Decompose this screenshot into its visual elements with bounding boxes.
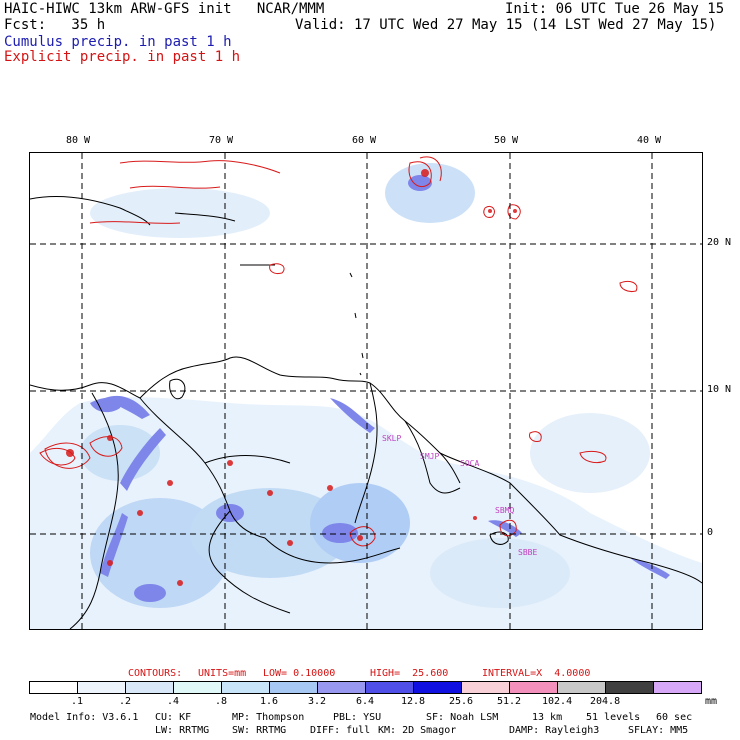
lat-label-10n: 10 N <box>707 384 732 395</box>
lat-label-0: 0 <box>707 527 714 538</box>
lon-label-80w: 80 W <box>66 135 91 146</box>
surface-layer-scheme: SFLAY: MM5 <box>628 725 689 736</box>
station-label: SBBE <box>518 548 537 557</box>
lon-label-60w: 60 W <box>352 135 377 146</box>
legend-swatch <box>29 681 78 694</box>
station-label: SKLP <box>382 434 401 443</box>
legend-tick-label: 25.6 <box>449 696 474 707</box>
microphysics-scheme: MP: Thompson <box>232 712 305 723</box>
explicit-precip-contours <box>39 156 638 547</box>
legend-swatch <box>269 681 318 694</box>
lon-label-70w: 70 W <box>209 135 234 146</box>
forecast-hour: Fcst: 35 h <box>4 17 106 33</box>
legend-tick-label: .8 <box>215 696 228 707</box>
legend-tick-label: 6.4 <box>356 696 375 707</box>
pbl-scheme: PBL: YSU <box>333 712 382 723</box>
contours-label: CONTOURS: <box>128 668 183 679</box>
legend-tick-label: 102.4 <box>542 696 573 707</box>
legend-tick-label: 3.2 <box>308 696 327 707</box>
cumulus-scheme: CU: KF <box>155 712 192 723</box>
map-title: HAIC-HIWC 13km ARW-GFS init NCAR/MMM <box>4 1 325 17</box>
legend-swatch <box>509 681 558 694</box>
longwave-scheme: LW: RRTMG <box>155 725 210 736</box>
station-label: SBMQ <box>495 506 514 515</box>
map-canvas: SKLP SMJP SOCA SBBE SBMQ <box>30 153 702 629</box>
legend-swatch <box>365 681 414 694</box>
init-time: Init: 06 UTC Tue 26 May 15 <box>505 1 725 17</box>
legend-swatch <box>557 681 606 694</box>
legend-swatch <box>221 681 270 694</box>
legend-swatch <box>77 681 126 694</box>
vertical-levels: 51 levels <box>586 712 641 723</box>
grid-resolution: 13 km <box>532 712 563 723</box>
shortwave-scheme: SW: RRTMG <box>232 725 287 736</box>
legend-swatch <box>413 681 462 694</box>
station-label: SMJP <box>420 452 439 461</box>
cumulus-precip-field <box>30 163 702 629</box>
explicit-precip-field <box>66 169 517 586</box>
time-step: 60 sec <box>656 712 693 723</box>
legend-swatch <box>125 681 174 694</box>
km-option: KM: 2D Smagor <box>378 725 457 736</box>
legend-tick-label: 12.8 <box>401 696 426 707</box>
precip-map: SKLP SMJP SOCA SBBE SBMQ <box>29 152 703 630</box>
legend-swatch <box>653 681 702 694</box>
model-info: Model Info: V3.6.1 <box>30 712 139 723</box>
contours-interval: INTERVAL=X 4.0000 <box>482 668 591 679</box>
cumulus-core-field <box>90 175 670 602</box>
legend-swatch <box>317 681 366 694</box>
legend-tick-label: 51.2 <box>497 696 522 707</box>
cumulus-precip-label: Cumulus precip. in past 1 h <box>4 34 232 50</box>
surface-scheme: SF: Noah LSM <box>426 712 499 723</box>
valid-time: Valid: 17 UTC Wed 27 May 15 (14 LST Wed … <box>295 17 717 33</box>
contours-low: LOW= 0.10000 <box>263 668 336 679</box>
lat-label-20n: 20 N <box>707 237 732 248</box>
station-label: SOCA <box>460 459 479 468</box>
legend-tick-label: .4 <box>167 696 180 707</box>
explicit-precip-label: Explicit precip. in past 1 h <box>4 49 241 65</box>
legend-swatch <box>173 681 222 694</box>
contours-units: UNITS=mm <box>198 668 247 679</box>
legend-unit: mm <box>705 696 718 707</box>
legend-tick-label: 1.6 <box>260 696 279 707</box>
lon-label-50w: 50 W <box>494 135 519 146</box>
legend-tick-label: 204.8 <box>590 696 621 707</box>
lon-label-40w: 40 W <box>637 135 662 146</box>
damping-option: DAMP: Rayleigh3 <box>509 725 600 736</box>
legend-swatch <box>461 681 510 694</box>
legend-swatch <box>605 681 654 694</box>
legend-tick-label: .2 <box>119 696 132 707</box>
diffusion-option: DIFF: full <box>310 725 371 736</box>
lat-lon-grid <box>30 153 702 629</box>
legend-tick-label: .1 <box>71 696 84 707</box>
contours-high: HIGH= 25.600 <box>370 668 449 679</box>
